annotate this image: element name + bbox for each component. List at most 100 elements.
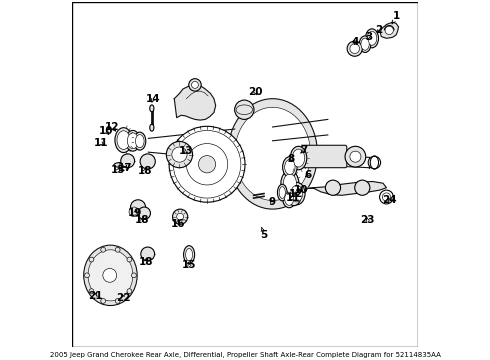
Text: 18: 18 — [135, 215, 149, 225]
Text: 12: 12 — [105, 122, 120, 132]
Ellipse shape — [281, 171, 299, 195]
Text: 15: 15 — [111, 166, 125, 175]
Circle shape — [169, 126, 245, 202]
Circle shape — [127, 257, 132, 262]
Circle shape — [131, 273, 136, 278]
Text: 17: 17 — [118, 163, 132, 174]
Circle shape — [115, 247, 120, 252]
Ellipse shape — [135, 135, 144, 148]
Circle shape — [172, 209, 188, 224]
Ellipse shape — [114, 162, 128, 167]
Text: 4: 4 — [352, 37, 359, 47]
Ellipse shape — [366, 29, 379, 48]
Circle shape — [141, 247, 155, 261]
Ellipse shape — [292, 149, 305, 167]
Ellipse shape — [150, 124, 154, 131]
Circle shape — [121, 154, 135, 168]
Ellipse shape — [279, 187, 285, 198]
Text: 8: 8 — [288, 154, 295, 164]
Text: 24: 24 — [383, 195, 397, 206]
Ellipse shape — [283, 174, 296, 193]
Ellipse shape — [235, 107, 311, 201]
Text: 10: 10 — [294, 185, 308, 195]
Circle shape — [85, 273, 89, 278]
Ellipse shape — [287, 186, 301, 206]
Circle shape — [385, 26, 393, 35]
Ellipse shape — [361, 38, 369, 50]
Text: 22: 22 — [116, 293, 131, 303]
Ellipse shape — [115, 128, 132, 153]
Circle shape — [138, 207, 150, 220]
Ellipse shape — [291, 185, 303, 202]
Ellipse shape — [186, 248, 193, 261]
Circle shape — [115, 298, 120, 303]
Text: 19: 19 — [128, 208, 143, 218]
Circle shape — [368, 156, 381, 169]
Text: 12: 12 — [289, 189, 303, 199]
Text: 3: 3 — [365, 32, 372, 42]
Polygon shape — [174, 84, 216, 120]
Text: 20: 20 — [248, 87, 263, 97]
Circle shape — [166, 141, 193, 168]
Ellipse shape — [290, 146, 307, 170]
Ellipse shape — [277, 184, 287, 201]
Ellipse shape — [285, 192, 294, 205]
Circle shape — [140, 154, 155, 169]
Text: 9: 9 — [269, 197, 275, 207]
Ellipse shape — [285, 159, 295, 175]
Text: 23: 23 — [360, 215, 375, 225]
Circle shape — [177, 213, 184, 220]
Ellipse shape — [367, 31, 377, 45]
Circle shape — [345, 146, 366, 167]
Text: 10: 10 — [99, 126, 114, 136]
Ellipse shape — [117, 131, 130, 149]
Text: 2: 2 — [375, 25, 383, 35]
Ellipse shape — [127, 133, 138, 149]
Circle shape — [347, 41, 362, 56]
Polygon shape — [380, 22, 398, 38]
Circle shape — [89, 257, 94, 262]
Circle shape — [89, 289, 94, 294]
Ellipse shape — [88, 250, 133, 301]
Circle shape — [189, 79, 201, 91]
Ellipse shape — [289, 183, 305, 205]
Text: 18: 18 — [138, 257, 153, 266]
Text: 21: 21 — [88, 291, 102, 301]
Text: 2005 Jeep Grand Cherokee Rear Axle, Differential, Propeller Shaft Axle-Rear Comp: 2005 Jeep Grand Cherokee Rear Axle, Diff… — [49, 352, 441, 358]
Text: 15: 15 — [182, 260, 196, 270]
Ellipse shape — [84, 245, 137, 306]
Ellipse shape — [150, 105, 154, 112]
Text: 18: 18 — [138, 166, 152, 176]
Text: 11: 11 — [94, 138, 108, 148]
Text: 5: 5 — [260, 227, 268, 240]
Circle shape — [235, 100, 254, 120]
Text: 13: 13 — [179, 146, 194, 156]
Circle shape — [198, 156, 216, 173]
Ellipse shape — [359, 36, 371, 53]
Circle shape — [101, 247, 106, 252]
Ellipse shape — [283, 190, 296, 208]
Text: 16: 16 — [171, 219, 185, 229]
Circle shape — [127, 289, 132, 294]
Circle shape — [192, 81, 198, 88]
Circle shape — [325, 180, 341, 195]
Circle shape — [350, 151, 361, 162]
Text: 14: 14 — [146, 94, 161, 104]
Text: 6: 6 — [304, 170, 312, 180]
Ellipse shape — [283, 157, 297, 177]
Circle shape — [103, 269, 117, 282]
Circle shape — [129, 207, 139, 217]
Text: 7: 7 — [301, 145, 308, 155]
Ellipse shape — [184, 246, 195, 264]
FancyBboxPatch shape — [302, 145, 347, 168]
Circle shape — [172, 147, 187, 162]
Ellipse shape — [228, 99, 318, 209]
Circle shape — [130, 200, 146, 215]
Text: 11: 11 — [286, 193, 300, 203]
Text: 1: 1 — [392, 11, 400, 24]
Circle shape — [355, 180, 370, 195]
Ellipse shape — [125, 130, 140, 151]
Circle shape — [101, 298, 106, 303]
Ellipse shape — [134, 132, 146, 150]
Circle shape — [380, 190, 393, 204]
